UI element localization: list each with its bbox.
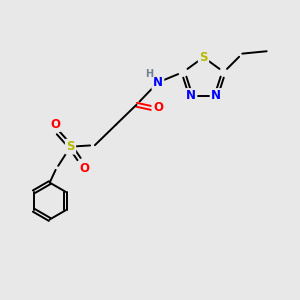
Text: S: S xyxy=(199,51,208,64)
Text: H: H xyxy=(145,69,153,79)
Text: S: S xyxy=(66,140,75,153)
Text: N: N xyxy=(186,89,196,103)
Text: O: O xyxy=(80,162,90,176)
Text: N: N xyxy=(153,76,163,89)
Text: O: O xyxy=(153,100,163,114)
Text: N: N xyxy=(211,89,221,103)
Text: O: O xyxy=(50,118,60,130)
